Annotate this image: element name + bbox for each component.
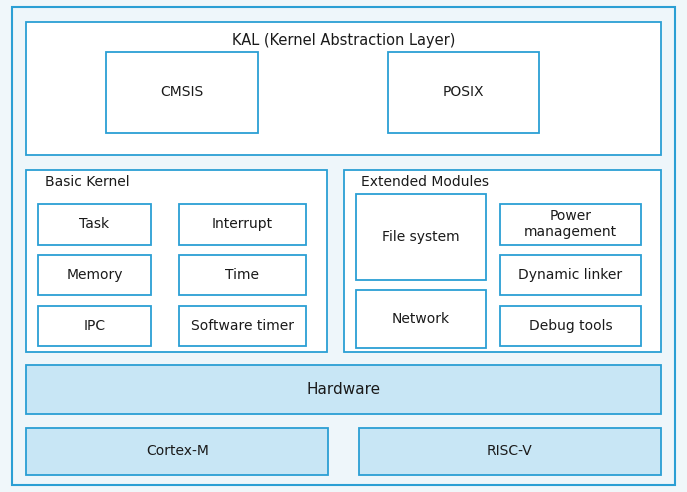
Text: Interrupt: Interrupt <box>212 217 273 231</box>
Text: Time: Time <box>225 268 259 282</box>
FancyBboxPatch shape <box>356 290 486 348</box>
FancyBboxPatch shape <box>38 306 151 346</box>
FancyBboxPatch shape <box>38 255 151 295</box>
FancyBboxPatch shape <box>179 306 306 346</box>
Text: Dynamic linker: Dynamic linker <box>519 268 622 282</box>
Text: KAL (Kernel Abstraction Layer): KAL (Kernel Abstraction Layer) <box>232 33 455 48</box>
Text: Extended Modules: Extended Modules <box>361 175 488 189</box>
Text: Power
management: Power management <box>524 209 617 240</box>
FancyBboxPatch shape <box>356 194 486 280</box>
FancyBboxPatch shape <box>179 204 306 245</box>
Text: RISC-V: RISC-V <box>487 444 532 458</box>
FancyBboxPatch shape <box>500 255 641 295</box>
FancyBboxPatch shape <box>38 204 151 245</box>
Text: File system: File system <box>383 230 460 245</box>
FancyBboxPatch shape <box>26 170 327 352</box>
FancyBboxPatch shape <box>179 255 306 295</box>
Text: Cortex-M: Cortex-M <box>146 444 209 458</box>
Text: Basic Kernel: Basic Kernel <box>45 175 129 189</box>
Text: IPC: IPC <box>83 319 106 333</box>
FancyBboxPatch shape <box>500 306 641 346</box>
Text: Debug tools: Debug tools <box>529 319 612 333</box>
FancyBboxPatch shape <box>344 170 661 352</box>
Text: Task: Task <box>80 217 109 231</box>
FancyBboxPatch shape <box>106 52 258 133</box>
FancyBboxPatch shape <box>26 365 661 414</box>
Text: POSIX: POSIX <box>443 85 484 99</box>
FancyBboxPatch shape <box>12 7 675 485</box>
FancyBboxPatch shape <box>359 428 661 475</box>
FancyBboxPatch shape <box>500 204 641 245</box>
Text: Software timer: Software timer <box>191 319 293 333</box>
Text: Memory: Memory <box>66 268 123 282</box>
FancyBboxPatch shape <box>26 22 661 155</box>
Text: Network: Network <box>392 312 450 326</box>
FancyBboxPatch shape <box>388 52 539 133</box>
Text: Hardware: Hardware <box>306 382 381 397</box>
Text: CMSIS: CMSIS <box>161 85 203 99</box>
FancyBboxPatch shape <box>26 428 328 475</box>
